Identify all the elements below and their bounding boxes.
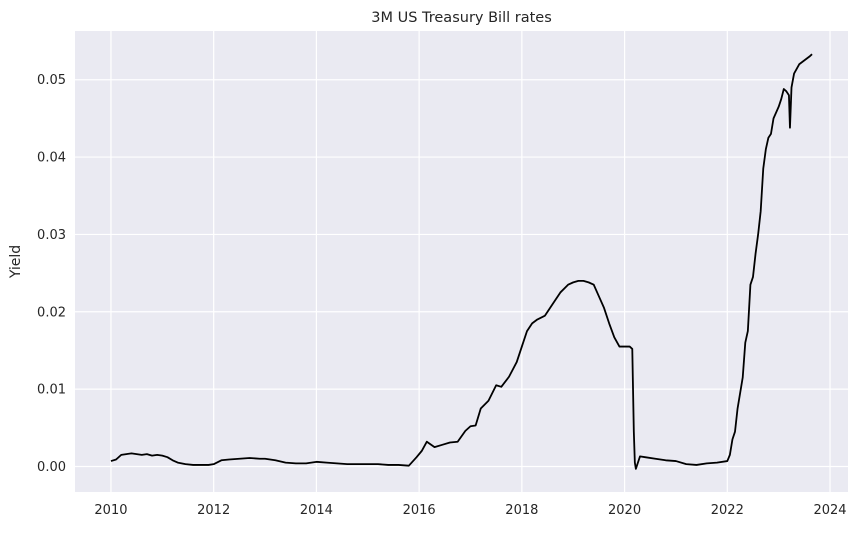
x-tick-labels: 2010 2012 2014 2016 2018 2020 2022 2024 (94, 503, 846, 518)
x-tick-label: 2024 (813, 503, 846, 518)
y-axis-label: Yield (8, 245, 24, 279)
y-tick-label: 0.05 (37, 73, 66, 88)
x-tick-label: 2020 (608, 503, 641, 518)
series-line (110, 53, 813, 470)
y-tick-label: 0.01 (37, 383, 66, 398)
plot-area (75, 31, 848, 492)
x-tick-label: 2012 (197, 503, 230, 518)
y-tick-label: 0.02 (37, 305, 66, 320)
x-gridlines (110, 31, 831, 492)
series-layer (110, 53, 813, 470)
x-tick-label: 2010 (94, 503, 127, 518)
x-tick-label: 2014 (300, 503, 333, 518)
x-tick-label: 2018 (505, 503, 538, 518)
chart-title: 3M US Treasury Bill rates (371, 10, 552, 26)
y-gridlines (75, 79, 848, 468)
y-tick-labels: 0.00 0.01 0.02 0.03 0.04 0.05 (37, 73, 66, 475)
y-tick-label: 0.03 (37, 228, 66, 243)
x-tick-label: 2022 (711, 503, 744, 518)
y-tick-label: 0.04 (37, 151, 66, 166)
y-tick-label: 0.00 (37, 460, 66, 475)
x-tick-label: 2016 (403, 503, 436, 518)
